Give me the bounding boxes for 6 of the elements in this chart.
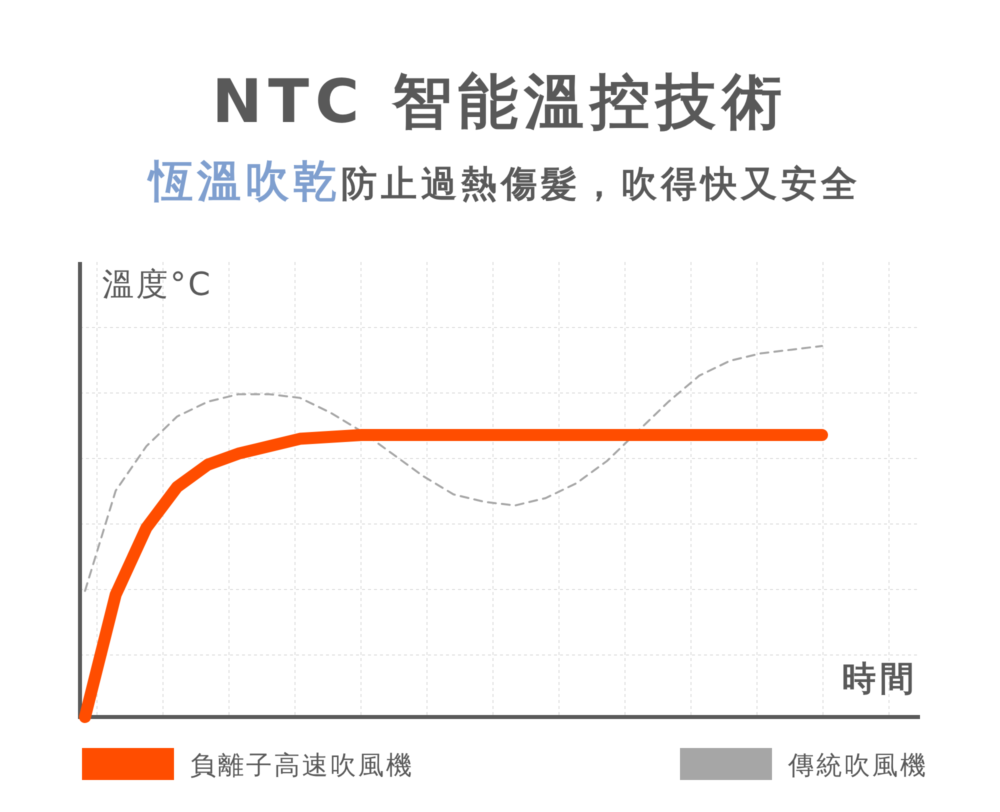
chart-title: NTC 智能溫控技術 bbox=[212, 67, 788, 137]
x-axis-title: 時間 bbox=[842, 659, 918, 699]
y-axis-title: 溫度°C bbox=[102, 265, 212, 303]
chart-subtitle: 恆溫吹乾防止過熱傷髮，吹得快又安全 bbox=[146, 156, 861, 207]
legend-label: 傳統吹風機 bbox=[787, 751, 928, 781]
legend-label: 負離子高速吹風機 bbox=[190, 751, 414, 781]
